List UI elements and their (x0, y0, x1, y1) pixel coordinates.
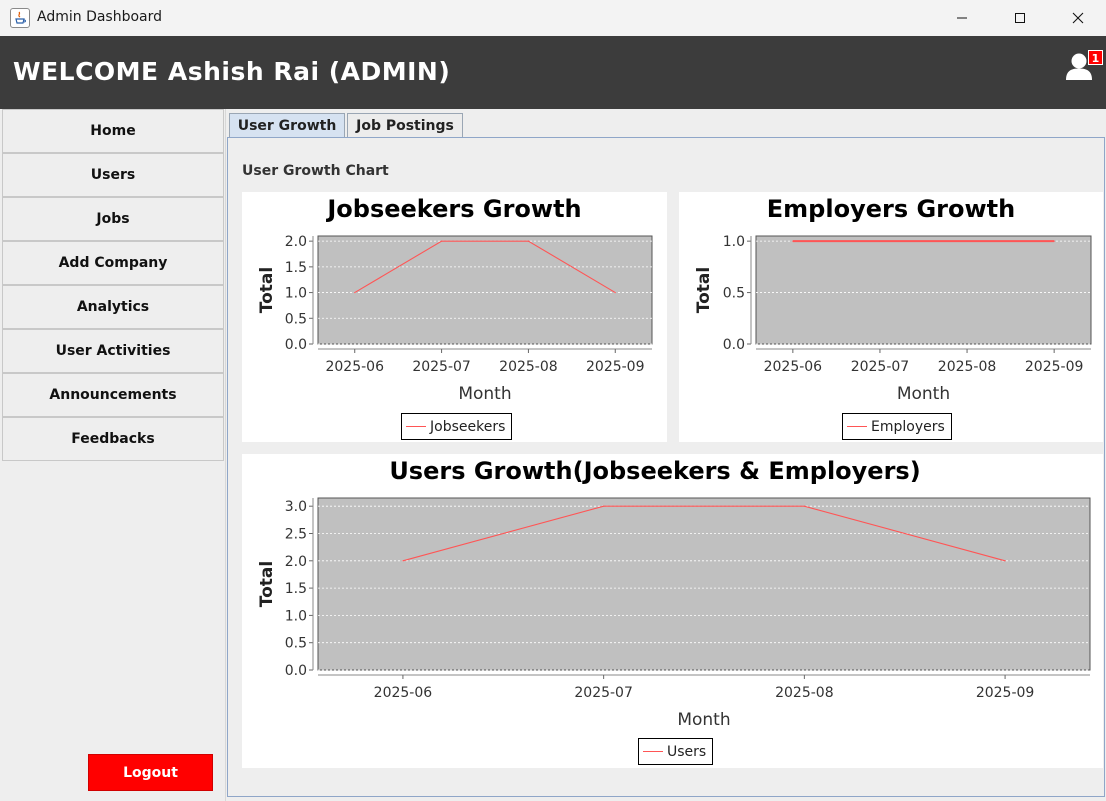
plot-area (317, 235, 653, 345)
data-point (527, 240, 530, 242)
x-tick-label: 2025-08 (775, 685, 834, 701)
x-tick-label: 2025-09 (586, 359, 645, 375)
y-tick-label: 2.0 (285, 554, 307, 570)
tab-job-postings[interactable]: Job Postings (347, 113, 463, 137)
welcome-message: WELCOME Ashish Rai (ADMIN) (13, 57, 451, 86)
y-tick-label: 1.0 (723, 234, 745, 250)
data-point (1053, 240, 1055, 242)
y-tick-label: 2.5 (285, 526, 307, 542)
sidebar-item-jobs[interactable]: Jobs (2, 197, 224, 241)
legend-swatch (406, 426, 426, 427)
data-point (1004, 560, 1006, 562)
data-point (603, 505, 605, 507)
app-header: WELCOME Ashish Rai (ADMIN) 1 (0, 36, 1106, 109)
sidebar-item-home[interactable]: Home (2, 109, 224, 153)
close-button[interactable] (1049, 0, 1106, 36)
chart-legend: Employers (842, 413, 952, 440)
chart-jobseekers-growth: 0.0 0.5 1.0 1.5 2.0 2025-06 2025-07 2025-08 2025… (242, 192, 667, 442)
chart-title: Users Growth(Jobseekers & Employers) (389, 457, 921, 485)
x-tick-label: 2025-08 (499, 359, 558, 375)
maximize-button[interactable] (991, 0, 1049, 36)
y-tick-label: 1.0 (285, 608, 307, 624)
x-axis-label: Month (677, 710, 730, 730)
y-axis-label: Total (694, 267, 714, 313)
y-tick-label: 1.5 (285, 260, 307, 276)
y-tick-label: 1.5 (285, 581, 307, 597)
sidebar-item-users[interactable]: Users (2, 153, 224, 197)
sidebar-item-analytics[interactable]: Analytics (2, 285, 224, 329)
chart-legend: Jobseekers (401, 413, 513, 440)
sidebar-item-feedbacks[interactable]: Feedbacks (2, 417, 224, 461)
chart-title: Employers Growth (766, 195, 1016, 223)
tab-user-growth[interactable]: User Growth (229, 113, 345, 137)
x-axis-label: Month (458, 384, 511, 404)
x-tick-label: 2025-09 (1025, 359, 1084, 375)
main-content: User Growth Job Postings User Growth Cha… (226, 109, 1106, 801)
y-tick-label: 0.0 (285, 337, 307, 353)
sidebar: Home Users Jobs Add Company Analytics Us… (0, 109, 226, 801)
sidebar-item-announcements[interactable]: Announcements (2, 373, 224, 417)
y-tick-label: 0.0 (723, 337, 745, 353)
close-icon (1072, 12, 1084, 24)
legend-label: Users (667, 743, 707, 760)
chart-users-growth: 0.0 0.5 1.0 1.5 2.0 2.5 3.0 2025-06 2025-07 2025-… (242, 454, 1103, 768)
y-tick-label: 0.0 (285, 663, 307, 679)
maximize-icon (1015, 13, 1025, 23)
window-title: Admin Dashboard (37, 9, 163, 25)
panel-title: User Growth Chart (242, 163, 389, 179)
series-line (402, 505, 1006, 562)
legend-label: Jobseekers (430, 418, 506, 435)
user-icon (1066, 53, 1092, 80)
x-axis-label: Month (897, 384, 950, 404)
x-tick-label: 2025-07 (574, 685, 633, 701)
y-tick-label: 0.5 (285, 636, 307, 652)
y-tick-label: 0.5 (723, 286, 745, 302)
chart-employers-growth: 0.0 0.5 1.0 2025-06 2025-07 2025-08 2025-09 Mon… (679, 192, 1103, 442)
sidebar-item-user-activities[interactable]: User Activities (2, 329, 224, 373)
x-tick-label: 2025-08 (938, 359, 997, 375)
series-line (354, 240, 616, 294)
data-point (440, 240, 443, 242)
chart-legend: Users (638, 738, 714, 765)
window-title-bar: Admin Dashboard (0, 0, 1106, 36)
y-axis-label: Total (257, 561, 277, 607)
legend-swatch (643, 751, 663, 752)
legend-label: Employers (871, 418, 945, 435)
logout-button[interactable]: Logout (88, 754, 213, 791)
x-tick-label: 2025-06 (374, 685, 433, 701)
chart-svg: 0.0 0.5 1.0 1.5 2.0 2025-06 2025-07 2025-08 2025… (257, 234, 653, 404)
chart-svg: 0.0 0.5 1.0 1.5 2.0 2.5 3.0 2025-06 2025-07 2025-… (257, 497, 1091, 730)
y-tick-label: 1.0 (285, 286, 307, 302)
notifications-button[interactable]: 1 (1062, 50, 1103, 84)
x-tick-label: 2025-06 (764, 359, 823, 375)
minimize-button[interactable] (933, 0, 991, 36)
minimize-icon (957, 17, 967, 19)
x-tick-label: 2025-07 (851, 359, 910, 375)
data-point (402, 560, 404, 562)
notification-badge: 1 (1088, 50, 1103, 65)
x-tick-label: 2025-06 (325, 359, 384, 375)
legend-swatch (847, 426, 867, 427)
chart-title: Jobseekers Growth (327, 195, 582, 223)
data-point (614, 291, 616, 294)
data-point (879, 240, 881, 242)
java-app-icon (10, 8, 30, 28)
chart-svg: 0.0 0.5 1.0 2025-06 2025-07 2025-08 2025-09 Mon… (694, 234, 1092, 404)
y-tick-label: 0.5 (285, 311, 307, 327)
y-axis-label: Total (257, 267, 277, 313)
data-point (354, 291, 356, 294)
plot-area (755, 235, 1092, 345)
data-point (803, 505, 805, 507)
y-tick-label: 2.0 (285, 234, 307, 250)
plot-area (317, 497, 1091, 671)
y-tick-label: 3.0 (285, 499, 307, 515)
x-tick-label: 2025-09 (976, 685, 1035, 701)
x-tick-label: 2025-07 (412, 359, 471, 375)
tab-panel-user-growth: User Growth Chart 0.0 0.5 1.0 1.5 2.0 2025-06… (227, 137, 1105, 797)
sidebar-item-add-company[interactable]: Add Company (2, 241, 224, 285)
data-point (966, 240, 968, 242)
data-point (792, 240, 794, 242)
